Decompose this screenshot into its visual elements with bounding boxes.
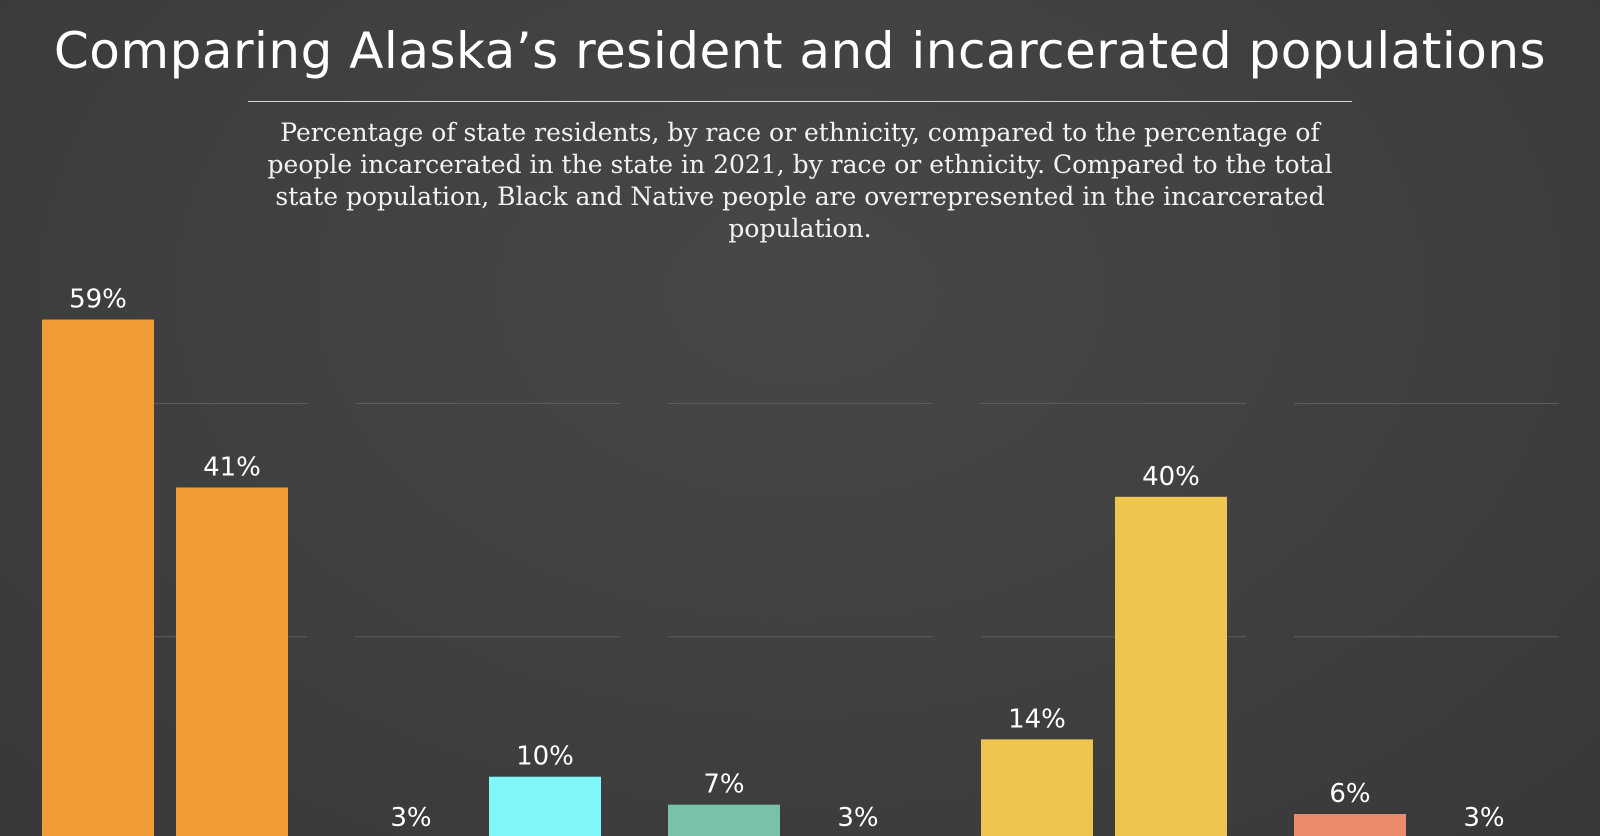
bar-label-group-2-1: 3% [837,803,878,833]
title-divider [248,101,1352,102]
bar-group-0-1 [176,487,288,836]
bars [42,319,1406,836]
bar-label-group-4-1: 3% [1463,803,1504,833]
bar-label-group-1-0: 3% [390,803,431,833]
bar-label-group-0-0: 59% [69,285,127,315]
bar-label-group-3-0: 14% [1008,704,1066,734]
bar-group-3-0 [981,739,1093,836]
bar-group-0-0 [42,319,154,836]
chart-title: Comparing Alaska’s resident and incarcer… [53,22,1547,80]
bar-labels: 59% 41% 3% 10% 7% 3% 14% 40% 6% 3% [69,285,1505,833]
bar-group-2-0 [668,804,780,836]
bar-group-1-1 [489,776,601,836]
bar-label-group-2-0: 7% [703,770,744,800]
bar-group-3-1 [1115,496,1227,836]
chart-subtitle: Percentage of state residents, by race o… [267,118,1333,243]
bar-label-group-4-0: 6% [1329,779,1370,809]
bar-group-4-0 [1294,814,1406,836]
bar-label-group-1-1: 10% [516,742,574,772]
bar-label-group-3-1: 40% [1142,462,1200,492]
bar-label-group-0-1: 41% [203,452,261,482]
